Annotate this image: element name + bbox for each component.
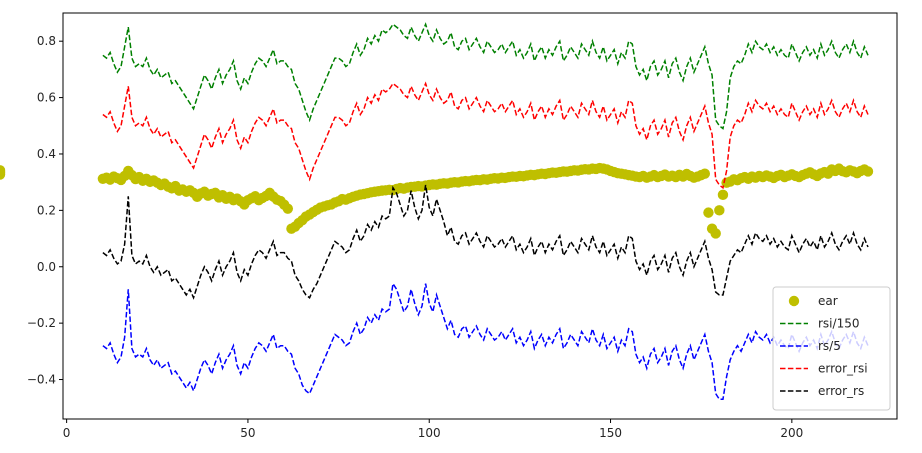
data-point-ear [699, 168, 711, 179]
data-point-ear [717, 189, 729, 201]
legend-label-error-rs: error_rs [818, 384, 864, 398]
series-layer [0, 22, 874, 401]
legend-marker-ear [788, 295, 800, 307]
plot-background [63, 13, 897, 419]
legend-label-error-rsi: error_rsi [818, 362, 868, 376]
legend-box [772, 286, 891, 411]
data-point-ear [710, 228, 721, 239]
series-error-rsi-line [102, 81, 869, 190]
y-axis: −0.4 −0.2 0.0 0.2 0.4 0.6 0.8 [27, 34, 63, 387]
series-rs-5-line [102, 281, 869, 401]
x-tick-label: 200 [780, 426, 803, 440]
legend-label-rs-5: rs/5 [818, 339, 841, 353]
y-tick-label: 0.0 [37, 260, 56, 274]
x-tick-label: 50 [240, 426, 255, 440]
data-point-ear [862, 166, 874, 177]
legend: ear rsi/150 rs/5 error_rsi error_rs [772, 286, 891, 411]
legend-label-ear: ear [818, 294, 838, 308]
data-point-ear [703, 207, 714, 218]
x-tick-label: 150 [599, 426, 622, 440]
y-tick-label: −0.4 [27, 373, 56, 387]
data-point-ear [282, 203, 294, 214]
y-tick-label: 0.6 [37, 91, 56, 105]
series-rsi-150-line [102, 22, 869, 130]
x-tick-label: 100 [418, 426, 441, 440]
data-point-ear [714, 205, 725, 216]
y-tick-label: 0.2 [37, 203, 56, 217]
series-error-rs-line [102, 184, 869, 300]
y-tick-label: −0.2 [27, 316, 56, 330]
x-tick-label: 0 [63, 426, 71, 440]
data-point-ear [0, 169, 6, 180]
legend-label-rsi-150: rsi/150 [818, 317, 859, 331]
x-axis: 0 50 100 150 200 [63, 419, 803, 440]
y-tick-label: 0.4 [37, 147, 56, 161]
plot-frame [62, 12, 898, 420]
y-tick-label: 0.8 [37, 34, 56, 48]
